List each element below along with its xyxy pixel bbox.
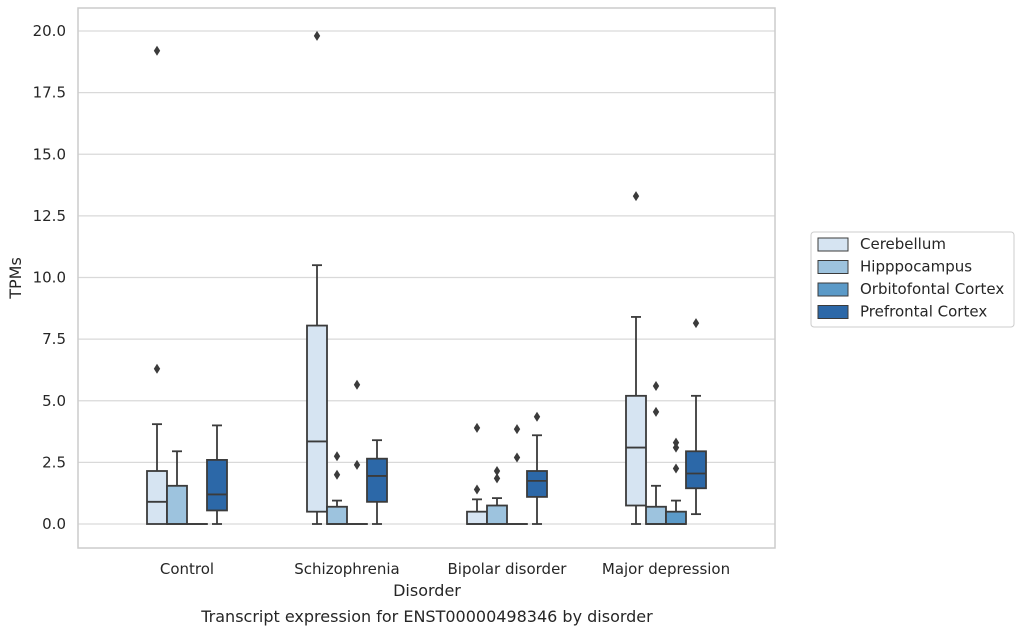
series-hipppocampus: [166, 380, 667, 525]
outlier-point: [473, 422, 481, 433]
y-tick-label: 2.5: [42, 453, 66, 471]
series-cerebellum: [146, 30, 647, 525]
outlier-point: [632, 191, 640, 202]
x-tick-label: Major depression: [602, 560, 730, 578]
y-axis-label: TPMs: [6, 257, 25, 300]
outlier-point: [672, 437, 680, 448]
box: [665, 510, 687, 525]
box: [206, 459, 228, 512]
outlier-point: [353, 379, 361, 390]
legend-swatch: [817, 237, 849, 252]
box: [146, 470, 168, 525]
y-tick-label: 7.5: [42, 330, 66, 348]
outlier-point: [473, 484, 481, 495]
x-tick-label: Schizophrenia: [294, 560, 399, 578]
y-axis-ticks: 0.0 2.5 5.0 7.5 10.0 12.5 15.0 17.5 20.0: [33, 22, 66, 533]
grid-lines: [78, 30, 775, 525]
legend: Cerebellum Hipppocampus Orbitofontal Corte…: [810, 231, 1015, 328]
outlier-point: [513, 424, 521, 435]
y-tick-label: 5.0: [42, 392, 66, 410]
y-tick-label: 15.0: [33, 145, 66, 163]
chart-caption: Transcript expression for ENST0000049834…: [200, 607, 653, 626]
box: [326, 505, 348, 525]
x-tick-label: Bipolar disorder: [448, 560, 568, 578]
x-axis-ticks: Control Schizophrenia Bipolar disorder Majo…: [160, 560, 730, 578]
box: [625, 394, 647, 507]
box-plot-series: [146, 30, 707, 525]
box: [526, 470, 548, 498]
box: [306, 324, 328, 513]
legend-swatch: [817, 305, 849, 319]
legend-label: Hipppocampus: [860, 258, 972, 276]
series-orbitofontal-cortex: [186, 379, 687, 525]
outlier-point: [153, 45, 161, 56]
legend-frame: [810, 231, 1015, 328]
box: [685, 450, 707, 490]
y-tick-label: 17.5: [33, 84, 66, 102]
x-axis-label: Disorder: [393, 581, 461, 600]
outlier-point: [652, 380, 660, 391]
box: [366, 457, 388, 503]
legend-label: Prefrontal Cortex: [860, 303, 987, 321]
y-tick-label: 20.0: [33, 22, 66, 40]
series-prefrontal-cortex: [206, 318, 707, 525]
box: [645, 505, 667, 525]
outlier-point: [353, 459, 361, 470]
outlier-point: [493, 466, 501, 477]
box: [166, 484, 188, 525]
plot-frame: [77, 7, 776, 549]
legend-swatch: [817, 282, 849, 297]
box: [486, 504, 508, 525]
outlier-point: [692, 318, 700, 329]
outlier-point: [493, 473, 501, 484]
outlier-point: [672, 463, 680, 474]
y-tick-label: 0.0: [42, 515, 66, 533]
outlier-point: [513, 452, 521, 463]
legend-label: Cerebellum: [860, 235, 946, 253]
y-tick-label: 12.5: [33, 207, 66, 225]
x-tick-label: Control: [160, 560, 214, 578]
legend-label: Orbitofontal Cortex: [860, 280, 1004, 298]
outlier-point: [313, 30, 321, 41]
outlier-point: [333, 451, 341, 462]
legend-swatch: [817, 260, 849, 274]
outlier-point: [333, 469, 341, 480]
box: [466, 510, 488, 525]
outlier-point: [533, 411, 541, 422]
outlier-point: [153, 363, 161, 374]
y-tick-label: 10.0: [33, 269, 66, 287]
outlier-point: [652, 406, 660, 417]
